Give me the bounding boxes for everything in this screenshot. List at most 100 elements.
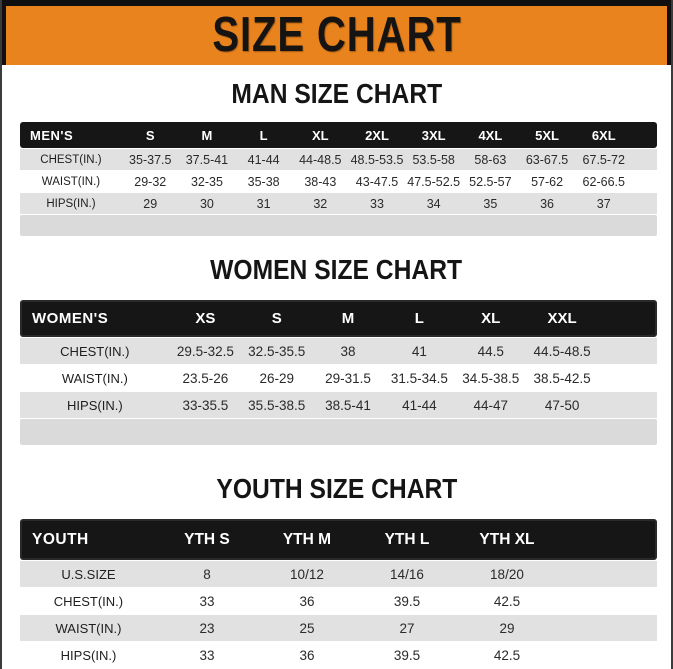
table-bottom-strip: [20, 419, 657, 445]
header-spacer: [597, 300, 657, 337]
man-heading-text: MAN SIZE CHART: [231, 78, 442, 109]
size-value-cell: 44.5: [455, 338, 527, 364]
size-value-cell: 23.5-26: [169, 365, 242, 391]
size-value-cell: 39.5: [356, 642, 457, 668]
table-row: CHEST(IN.) 33 36 39.5 42.5: [20, 588, 657, 614]
size-value-cell: 29: [121, 193, 179, 214]
row-spacer: [597, 338, 657, 364]
size-value-cell: 35: [462, 193, 519, 214]
size-value-cell: 38.5-41: [312, 392, 384, 418]
size-value-cell: 44-48.5: [291, 149, 349, 170]
size-value-cell: 35.5-38.5: [241, 392, 313, 418]
table-row: CHEST(IN.) 35-37.5 37.5-41 41-44 44-48.5 48.5…: [20, 149, 657, 170]
column-header: M: [178, 122, 236, 148]
size-value-cell: 38-43: [291, 171, 349, 192]
column-header: S: [121, 122, 179, 148]
size-value-cell: 35-38: [235, 171, 292, 192]
table-bottom-strip-cell: [20, 419, 657, 445]
size-value-cell: 33: [156, 588, 257, 614]
size-value-cell: 34: [405, 193, 463, 214]
size-value-cell: 41-44: [383, 392, 456, 418]
title-banner: SIZE CHART: [2, 6, 671, 65]
size-value-cell: 35-37.5: [121, 149, 179, 170]
table-row: WAIST(IN.) 23 25 27 29: [20, 615, 657, 641]
table-header-label: YOUTH: [20, 519, 157, 560]
column-header: XS: [169, 300, 242, 337]
header-spacer: [556, 519, 657, 560]
size-value-cell: 25: [256, 615, 357, 641]
size-value-cell: 47.5-52.5: [405, 171, 463, 192]
column-header: 3XL: [405, 122, 463, 148]
size-value-cell: 42.5: [456, 588, 557, 614]
column-header: YTH L: [356, 519, 457, 560]
page-title: SIZE CHART: [211, 8, 462, 62]
size-value-cell: 18/20: [456, 561, 557, 587]
row-label: WAIST(IN.): [20, 365, 170, 391]
column-header: YTH XL: [456, 519, 557, 560]
table-row: HIPS(IN.) 33-35.5 35.5-38.5 38.5-41 41-44 44-…: [20, 392, 657, 418]
size-value-cell: 58-63: [462, 149, 519, 170]
size-value-cell: 41-44: [235, 149, 292, 170]
size-value-cell: 48.5-53.5: [348, 149, 406, 170]
size-value-cell: 53.5-58: [405, 149, 463, 170]
women-size-table: WOMEN'S XS S M L XL XXL CHEST(IN.) 29.5-32.5 32.5…: [20, 299, 657, 446]
size-value-cell: 36: [256, 642, 357, 668]
row-spacer: [632, 149, 657, 170]
row-label: HIPS(IN.): [20, 642, 157, 668]
youth-section-heading: YOUTH SIZE CHART: [2, 473, 671, 505]
size-value-cell: 27: [356, 615, 457, 641]
column-header: XXL: [526, 300, 598, 337]
column-header: XL: [455, 300, 527, 337]
table-row: HIPS(IN.) 33 36 39.5 42.5: [20, 642, 657, 668]
size-value-cell: 47-50: [526, 392, 598, 418]
row-label: U.S.SIZE: [20, 561, 157, 587]
table-bottom-strip: [20, 215, 657, 236]
row-spacer: [556, 615, 657, 641]
column-header: XL: [291, 122, 349, 148]
size-value-cell: 36: [256, 588, 357, 614]
top-black-strip: [2, 0, 671, 6]
size-value-cell: 38.5-42.5: [526, 365, 598, 391]
table-row: HIPS(IN.) 29 30 31 32 33 34 35 36 37: [20, 193, 657, 214]
column-header: 5XL: [518, 122, 576, 148]
size-value-cell: 23: [156, 615, 257, 641]
row-label: CHEST(IN.): [20, 338, 170, 364]
size-value-cell: 32.5-35.5: [241, 338, 313, 364]
size-value-cell: 42.5: [456, 642, 557, 668]
size-value-cell: 29: [456, 615, 557, 641]
man-section-heading: MAN SIZE CHART: [2, 78, 671, 110]
youth-heading-text: YOUTH SIZE CHART: [216, 473, 457, 504]
size-value-cell: 33: [156, 642, 257, 668]
size-value-cell: 37: [575, 193, 633, 214]
size-value-cell: 8: [156, 561, 257, 587]
column-header: M: [312, 300, 384, 337]
row-label: HIPS(IN.): [20, 193, 122, 214]
row-label: CHEST(IN.): [20, 149, 122, 170]
row-spacer: [632, 193, 657, 214]
size-value-cell: 33-35.5: [169, 392, 242, 418]
size-value-cell: 41: [383, 338, 456, 364]
table-bottom-strip-cell: [20, 215, 657, 236]
column-header: 6XL: [575, 122, 633, 148]
row-spacer: [556, 642, 657, 668]
table-row: WAIST(IN.) 23.5-26 26-29 29-31.5 31.5-34.5 34…: [20, 365, 657, 391]
column-header: 4XL: [462, 122, 519, 148]
table-row: U.S.SIZE 8 10/12 14/16 18/20: [20, 561, 657, 587]
size-value-cell: 39.5: [356, 588, 457, 614]
size-value-cell: 44.5-48.5: [526, 338, 598, 364]
size-value-cell: 33: [348, 193, 406, 214]
column-header: L: [235, 122, 292, 148]
men-size-table: MEN'S S M L XL 2XL 3XL 4XL 5XL 6XL CHEST(IN.) 35-37…: [20, 121, 657, 237]
size-value-cell: 31: [235, 193, 292, 214]
size-value-cell: 43-47.5: [348, 171, 406, 192]
size-value-cell: 32: [291, 193, 349, 214]
size-value-cell: 31.5-34.5: [383, 365, 456, 391]
size-value-cell: 57-62: [518, 171, 576, 192]
size-value-cell: 62-66.5: [575, 171, 633, 192]
youth-size-table: YOUTH YTH S YTH M YTH L YTH XL U.S.SIZE 8 10/12…: [20, 518, 657, 669]
size-value-cell: 14/16: [356, 561, 457, 587]
size-value-cell: 44-47: [455, 392, 527, 418]
size-value-cell: 30: [178, 193, 236, 214]
row-spacer: [632, 171, 657, 192]
